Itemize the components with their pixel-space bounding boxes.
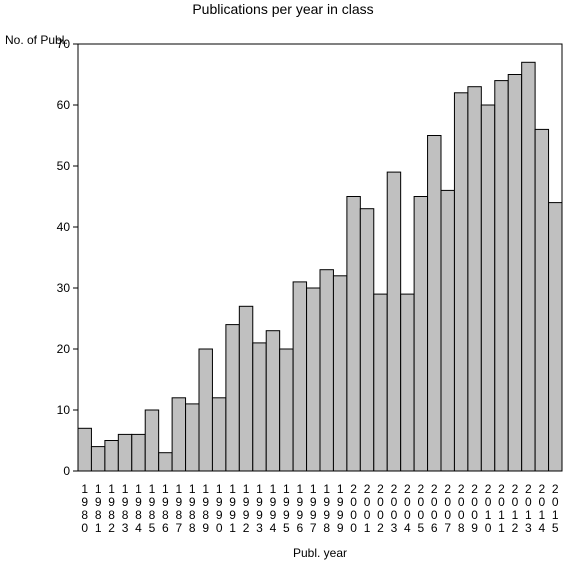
y-tick-label-70: 70 <box>57 37 71 51</box>
bar-1984 <box>131 433 146 472</box>
bar-1981 <box>90 446 106 472</box>
y-tick-label-10: 10 <box>57 403 71 417</box>
bar-2005 <box>413 196 429 472</box>
bar-1992 <box>238 305 254 472</box>
bar-1998 <box>319 269 334 472</box>
bar-2011 <box>494 80 509 472</box>
bar-2008 <box>453 92 469 472</box>
bar-1997 <box>306 287 321 472</box>
bar-1982 <box>104 440 119 472</box>
bar-2015 <box>548 202 563 472</box>
bar-1996 <box>292 281 308 472</box>
bar-2003 <box>386 171 402 472</box>
bar-2001 <box>359 208 375 472</box>
y-tick-label-0: 0 <box>63 464 70 478</box>
bar-2009 <box>467 86 482 472</box>
chart-title: Publications per year in class <box>192 1 373 17</box>
y-tick-label-50: 50 <box>57 159 71 173</box>
bar-2010 <box>480 104 496 472</box>
bar-1990 <box>211 397 227 472</box>
bar-1995 <box>279 348 294 472</box>
bar-2014 <box>534 128 550 472</box>
y-axis-label: No. of Publ. <box>5 33 68 47</box>
bar-2002 <box>373 293 388 472</box>
bar-2013 <box>521 61 536 472</box>
bar-1989 <box>198 348 213 472</box>
bar-1988 <box>185 403 200 472</box>
y-tick-label-20: 20 <box>57 342 71 356</box>
y-tick-label-40: 40 <box>57 220 71 234</box>
bar-1991 <box>225 324 240 472</box>
bar-1986 <box>158 452 173 472</box>
bar-2007 <box>440 189 455 472</box>
bar-2000 <box>346 196 361 472</box>
x-axis-label: Publ. year <box>293 546 347 560</box>
bar-2006 <box>427 135 442 472</box>
y-tick-label-30: 30 <box>57 281 71 295</box>
bar-1994 <box>265 330 281 472</box>
bar-1993 <box>252 342 267 472</box>
plot-frame <box>77 43 563 472</box>
y-tick-label-60: 60 <box>57 98 71 112</box>
bar-1987 <box>171 397 187 472</box>
bar-1999 <box>332 275 348 472</box>
plot-area: 0 10 20 30 40 50 60 70 1 9 8 0 1 9 8 1 1 9 8 2 1 9 8 3 1 9 8 4 1 9 8 5 1… <box>57 37 563 535</box>
bar-2004 <box>400 293 415 472</box>
bar-1985 <box>144 409 160 472</box>
bar-1980 <box>77 427 92 472</box>
bar-2012 <box>507 74 523 472</box>
bar-1983 <box>117 433 133 472</box>
